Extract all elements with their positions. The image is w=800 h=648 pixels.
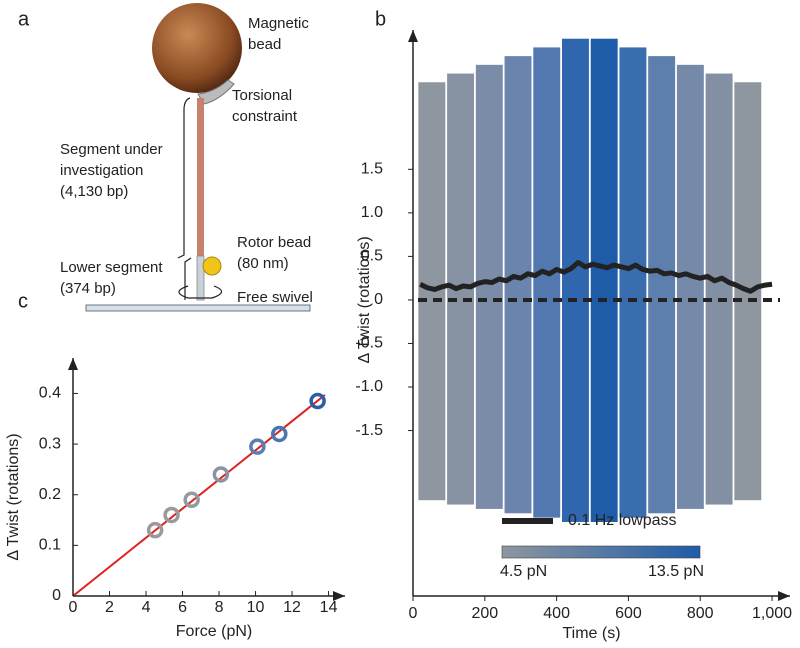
panel-label: a [18,8,30,30]
diagram-label: Rotor bead [237,234,311,251]
diagram-label: Magnetic [248,15,309,32]
twist-band [562,38,589,522]
y-tick-label: -1.5 [355,422,383,439]
y-tick-label: 0.1 [39,537,61,554]
diagram-label: investigation [60,162,143,179]
colorbar-label: 4.5 pN [500,563,547,580]
x-tick-label: 2 [105,599,114,616]
diagram-label: Segment under [60,141,163,158]
twist-band [648,56,676,514]
lower-segment [196,255,205,301]
y-tick-label: 0.4 [39,385,61,402]
y-axis-label: Δ Twist (rotations) [5,433,22,560]
swivel-arrow [178,285,223,299]
axis-arrow [408,30,418,42]
diagram-label: (374 bp) [60,280,116,297]
twist-band [475,64,503,509]
y-tick-label: 1.0 [361,204,383,221]
twist-band [504,56,532,514]
x-tick-label: 800 [687,605,714,622]
x-tick-label: 6 [178,599,187,616]
x-tick-label: 4 [142,599,151,616]
diagram-label: constraint [232,108,298,125]
data-point [249,438,266,455]
lowpass-line [419,259,773,294]
y-tick-label: 0 [374,291,383,308]
x-tick-label: 8 [215,599,224,616]
diagram-label: Torsional [232,87,292,104]
x-tick-label: 1,000 [752,605,792,622]
twist-band [533,47,561,518]
x-tick-label: 200 [471,605,498,622]
data-point [183,491,200,509]
twist-band [705,73,733,505]
panel-label: b [375,8,386,30]
data-point [309,392,326,410]
x-axis-label: Time (s) [562,625,620,642]
x-tick-label: 400 [543,605,570,622]
panel-label: c [18,290,28,312]
axis-arrow [778,591,790,601]
x-tick-label: 0 [409,605,418,622]
x-tick-label: 0 [69,599,78,616]
twist-band [590,38,618,522]
legend-label: 0.1 Hz lowpass [568,512,677,529]
y-tick-label: -1.0 [355,378,383,395]
y-axis-label: Δ Twist (rotations) [356,236,373,363]
y-tick-label: -0.5 [355,335,383,352]
data-point [212,466,230,483]
bracket [184,257,192,300]
y-tick-label: 0.2 [39,486,61,503]
x-tick-label: 12 [283,599,301,616]
data-point [271,425,288,443]
x-tick-label: 14 [320,599,338,616]
fit-line [72,394,326,597]
bracket [177,97,191,259]
diagram-label: Free swivel [237,289,313,306]
rotor-bead [202,256,222,276]
data-point [163,506,180,524]
diagram-label: Lower segment [60,259,163,276]
diagram-label: (80 nm) [237,255,289,272]
x-tick-label: 10 [247,599,265,616]
twist-band [619,47,647,518]
torsional-constraint [197,79,235,105]
data-point [146,521,164,539]
y-tick-label: 0.5 [361,248,383,265]
y-tick-label: 0 [52,587,61,604]
y-tick-label: 1.5 [361,161,383,178]
diagram-label: (4,130 bp) [60,183,128,200]
axis-arrow [333,591,345,601]
dna-segment [197,98,204,256]
x-axis-label: Force (pN) [176,623,252,640]
colorbar [501,545,701,559]
magnetic-bead [152,3,242,93]
y-tick-label: 0.3 [39,435,61,452]
diagram-label: bead [248,36,281,53]
surface [85,304,311,312]
twist-band [676,64,704,509]
diagram [85,3,311,312]
x-tick-label: 600 [615,605,642,622]
axis-arrow [68,358,78,370]
colorbar-label: 13.5 pN [648,563,704,580]
